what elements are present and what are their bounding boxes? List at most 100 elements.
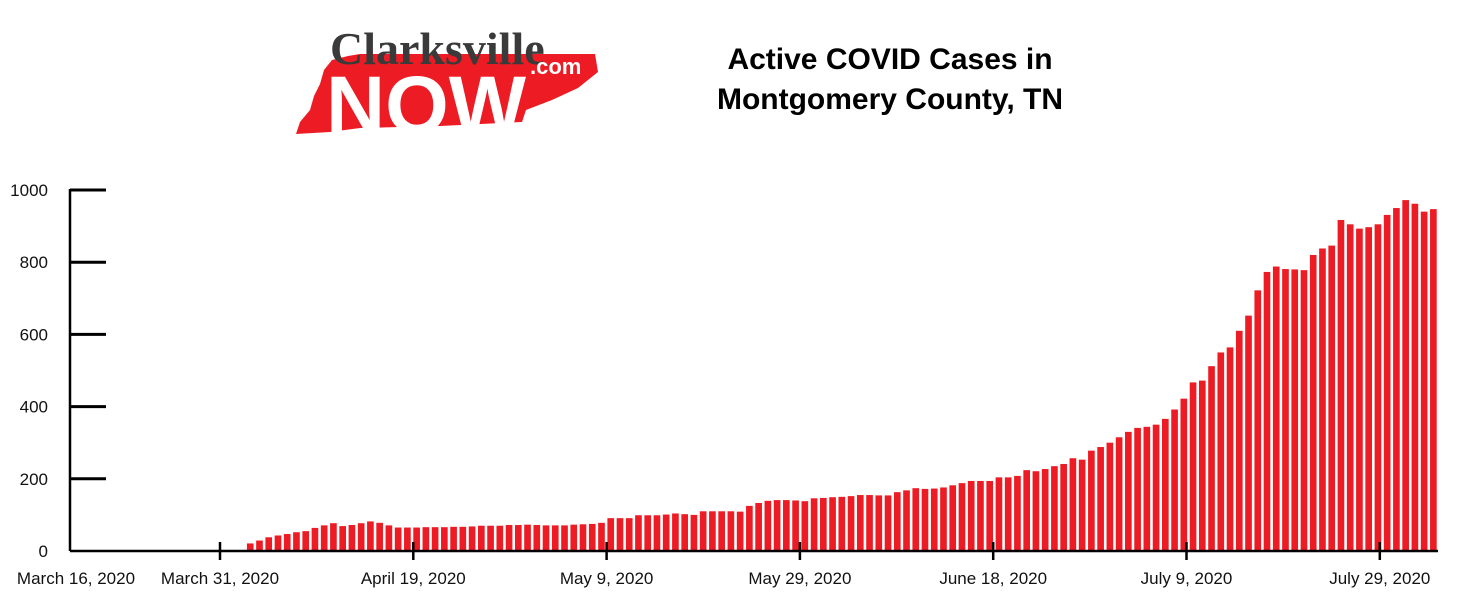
bar: [1208, 366, 1215, 551]
bar: [542, 525, 550, 551]
bar: [949, 485, 957, 551]
bar: [921, 488, 929, 551]
y-tick-label: 1000: [10, 181, 48, 200]
bar: [1245, 315, 1252, 551]
bar: [783, 500, 790, 551]
bar: [311, 527, 319, 551]
bar: [1106, 442, 1114, 551]
x-tick-label: July 9, 2020: [1141, 569, 1233, 588]
logo-clarksville-text: Clarksville: [330, 23, 545, 74]
y-tick-label: 800: [20, 253, 48, 272]
bar: [579, 524, 587, 551]
x-tick-label: May 29, 2020: [748, 569, 851, 588]
bar: [810, 498, 818, 551]
bar: [1328, 245, 1336, 551]
bar: [893, 492, 901, 551]
bar: [1014, 475, 1021, 551]
bar: [930, 488, 938, 551]
bar: [367, 521, 374, 551]
bar: [1393, 208, 1400, 552]
bar: [1051, 466, 1058, 551]
bar: [635, 515, 642, 551]
bar: [1088, 450, 1095, 551]
bar: [653, 515, 661, 551]
bar: [1125, 431, 1132, 551]
bar: [709, 511, 716, 551]
chart-title: Active COVID Cases in Montgomery County,…: [640, 40, 1140, 120]
bar: [1171, 409, 1178, 551]
bar: [1374, 224, 1382, 552]
bar: [1263, 271, 1271, 551]
bar: [801, 501, 809, 551]
x-tick-label: June 18, 2020: [939, 569, 1047, 588]
bar: [1254, 290, 1262, 551]
bar: [764, 500, 772, 551]
bar: [1115, 437, 1123, 551]
bar: [866, 495, 873, 551]
bar: [1319, 248, 1326, 552]
bar: [986, 480, 994, 551]
x-tick-label: May 9, 2020: [560, 569, 654, 588]
bar: [441, 527, 448, 551]
bar: [746, 505, 753, 552]
bar: [1430, 209, 1437, 551]
bar: [496, 525, 504, 551]
x-tick-label: March 31, 2020: [161, 569, 279, 588]
bar: [1411, 203, 1419, 551]
bar: [357, 523, 365, 551]
bar: [1235, 330, 1243, 551]
bar: [514, 525, 522, 551]
bar: [1180, 398, 1188, 551]
bar: [1365, 227, 1373, 551]
bar: [1272, 266, 1280, 551]
x-tick-label: March 16, 2020: [17, 569, 135, 588]
bar: [265, 537, 273, 551]
bar: [699, 511, 707, 551]
logo-com-text: .com: [530, 54, 581, 79]
bar: [1060, 464, 1067, 551]
y-tick-label: 0: [39, 542, 48, 561]
x-tick-label: April 19, 2020: [361, 569, 466, 588]
bar: [468, 526, 476, 551]
bar: [431, 527, 439, 551]
bar: [330, 523, 337, 551]
bar: [940, 487, 947, 551]
bar: [404, 527, 411, 551]
bar: [459, 526, 467, 551]
bar: [598, 522, 605, 551]
bar: [394, 527, 402, 551]
bar: [1143, 426, 1151, 551]
bar: [1162, 418, 1169, 551]
bar: [450, 526, 457, 551]
bar: [829, 497, 836, 551]
bar: [792, 500, 799, 551]
x-tick-label: July 29, 2020: [1329, 569, 1430, 588]
bar: [283, 534, 291, 551]
bar: [1346, 224, 1354, 552]
bar: [995, 477, 1003, 551]
bar: [1383, 214, 1391, 551]
bar: [681, 514, 689, 551]
bar: [1069, 458, 1077, 551]
bar: [1189, 382, 1197, 551]
bar: [755, 502, 762, 551]
bar: [274, 535, 282, 551]
bar: [1152, 424, 1160, 551]
bar: [561, 525, 568, 551]
bar: [644, 515, 652, 551]
bar: [727, 511, 735, 551]
bar: [376, 522, 383, 551]
bar: [672, 513, 679, 551]
y-tick-label: 400: [20, 398, 48, 417]
bar: [958, 483, 966, 551]
bar: [616, 518, 624, 551]
y-tick-label: 200: [20, 470, 48, 489]
bar: [1337, 219, 1345, 551]
bar: [875, 495, 883, 551]
bar: [1309, 254, 1317, 552]
bar: [422, 527, 430, 551]
bar: [1032, 471, 1040, 551]
bar: [413, 527, 420, 551]
bar: [1300, 270, 1308, 551]
